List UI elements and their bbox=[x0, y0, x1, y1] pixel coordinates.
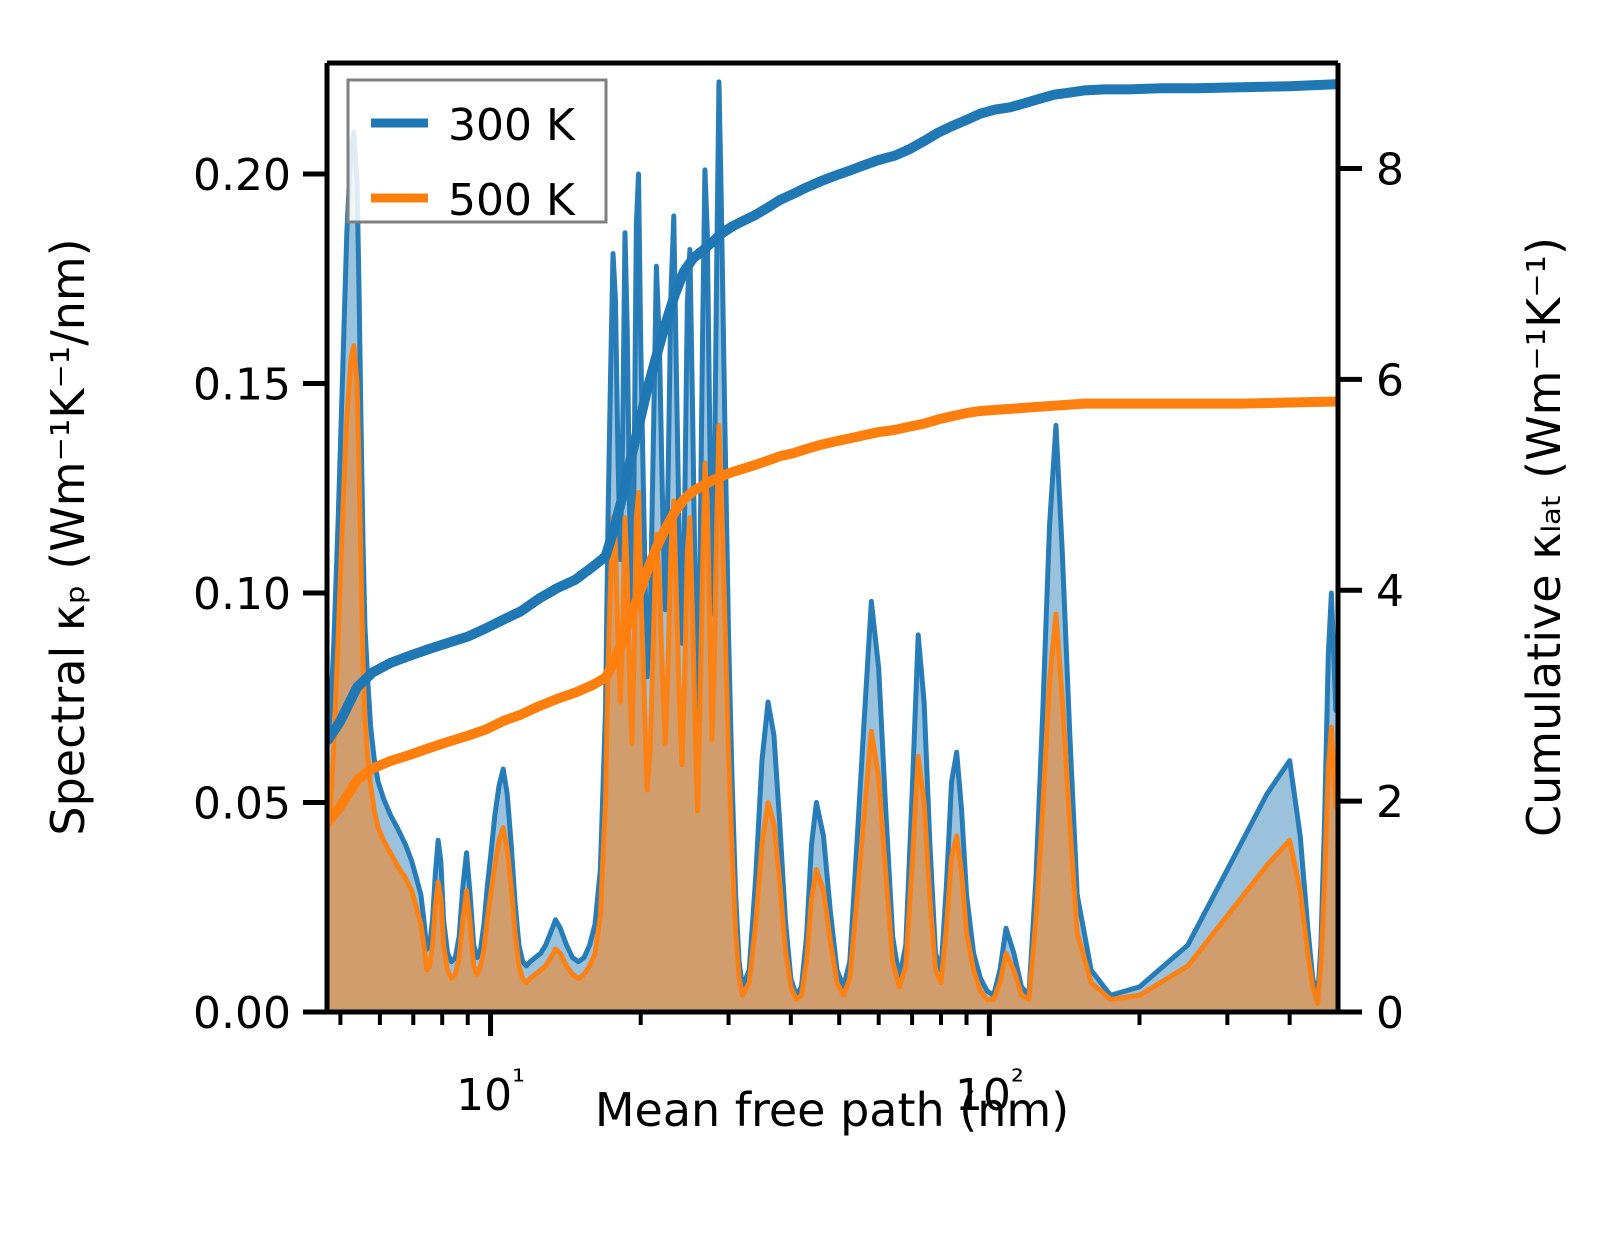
y-left-tick-label: 0.20 bbox=[193, 150, 291, 201]
legend-label-500k: 500 K bbox=[448, 175, 576, 226]
y-left-tick-label: 0.10 bbox=[193, 569, 291, 620]
tick-labels-group: 10¹ 10² 0.00 0.05 0.10 0.15 0.20 0 2 4 6 8 bbox=[193, 144, 1404, 1121]
cumulative-line-300k bbox=[327, 79, 1338, 745]
legend[interactable]: 300 K 500 K bbox=[346, 78, 608, 226]
x-tick-label: 10¹ bbox=[456, 1062, 525, 1121]
x-tick-label: 10² bbox=[955, 1062, 1024, 1121]
y-right-tick-label: 8 bbox=[1376, 144, 1404, 195]
y-left-tick-label: 0.05 bbox=[193, 779, 291, 830]
y-right-tick-label: 2 bbox=[1376, 777, 1404, 828]
y-axis-label-left: Spectral κₚ (Wm⁻¹K⁻¹/nm) bbox=[41, 238, 95, 835]
y-axis-label-right: Cumulative κₗₐₜ (Wm⁻¹K⁻¹) bbox=[1517, 237, 1571, 837]
x-axis-label: Mean free path (nm) bbox=[595, 1083, 1069, 1137]
y-right-tick-label: 6 bbox=[1376, 355, 1404, 406]
y-right-tick-label: 4 bbox=[1376, 566, 1404, 617]
spectral-fill-500k bbox=[327, 345, 1336, 1012]
y-left-tick-label: 0.00 bbox=[193, 988, 291, 1039]
legend-label-300k: 300 K bbox=[448, 100, 576, 151]
axes-frame bbox=[324, 60, 1341, 1015]
ticks-group bbox=[303, 165, 1362, 1036]
series-group bbox=[327, 79, 1338, 1012]
y-right-tick-label: 0 bbox=[1376, 988, 1404, 1039]
y-left-tick-label: 0.15 bbox=[193, 360, 291, 411]
legend-entry-300k[interactable]: 300 K bbox=[371, 100, 576, 151]
spectral-line-500k bbox=[327, 343, 1338, 1007]
legend-entry-500k[interactable]: 500 K bbox=[371, 175, 576, 226]
cumulative-line-500k bbox=[327, 396, 1338, 828]
